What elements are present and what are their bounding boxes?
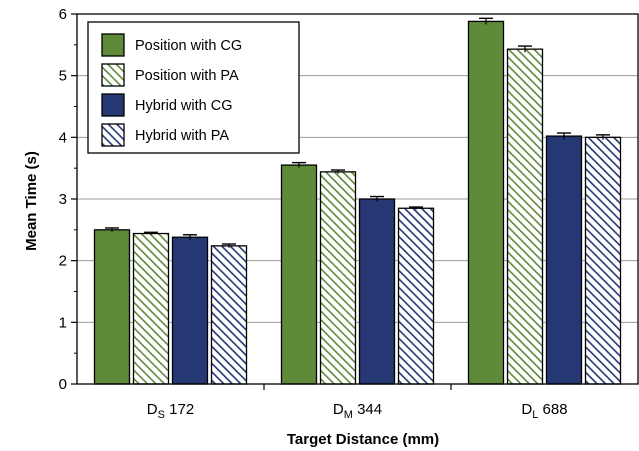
y-tick-label: 0 xyxy=(59,376,67,393)
x-category-label: DS 172 xyxy=(147,401,194,421)
y-tick-label: 5 xyxy=(59,68,67,85)
bar xyxy=(93,229,131,385)
category-value: 344 xyxy=(353,401,382,418)
y-tick-label: 4 xyxy=(59,129,67,146)
y-tick-label: 6 xyxy=(59,6,67,23)
category-main: D xyxy=(333,401,344,418)
bar xyxy=(467,20,505,385)
bar xyxy=(210,245,248,385)
category-subscript: M xyxy=(344,409,353,421)
bar xyxy=(171,236,209,385)
category-main: D xyxy=(521,401,532,418)
y-tick-label: 3 xyxy=(59,191,67,208)
bar xyxy=(280,164,318,385)
legend-swatch xyxy=(101,63,125,87)
legend-label: Hybrid with CG xyxy=(135,98,233,114)
bar xyxy=(584,136,622,385)
category-subscript: S xyxy=(158,409,165,421)
legend-swatch xyxy=(101,33,125,57)
category-value: 172 xyxy=(165,401,194,418)
bar xyxy=(319,171,357,385)
bar xyxy=(506,48,544,385)
bar xyxy=(358,198,396,385)
x-category-label: DL 688 xyxy=(521,401,567,421)
x-category-label: DM 344 xyxy=(333,401,382,421)
legend-swatch xyxy=(101,93,125,117)
bar xyxy=(545,135,583,385)
category-value: 688 xyxy=(538,401,567,418)
y-tick-label: 2 xyxy=(59,253,67,270)
legend-label: Position with PA xyxy=(135,68,239,84)
legend: Position with CG Position with PA Hybrid w… xyxy=(87,21,300,154)
plot-frame xyxy=(76,13,639,385)
legend-label: Hybrid with PA xyxy=(135,128,229,144)
bar xyxy=(132,232,170,385)
y-axis-title: Mean Time (s) xyxy=(23,151,40,251)
category-main: D xyxy=(147,401,158,418)
x-axis-title: Target Distance (mm) xyxy=(287,431,439,448)
y-tick-label: 1 xyxy=(59,314,67,331)
bar xyxy=(397,207,435,385)
axes xyxy=(71,13,639,390)
legend-label: Position with CG xyxy=(135,38,242,54)
legend-swatch xyxy=(101,123,125,147)
category-subscript: L xyxy=(532,409,538,421)
